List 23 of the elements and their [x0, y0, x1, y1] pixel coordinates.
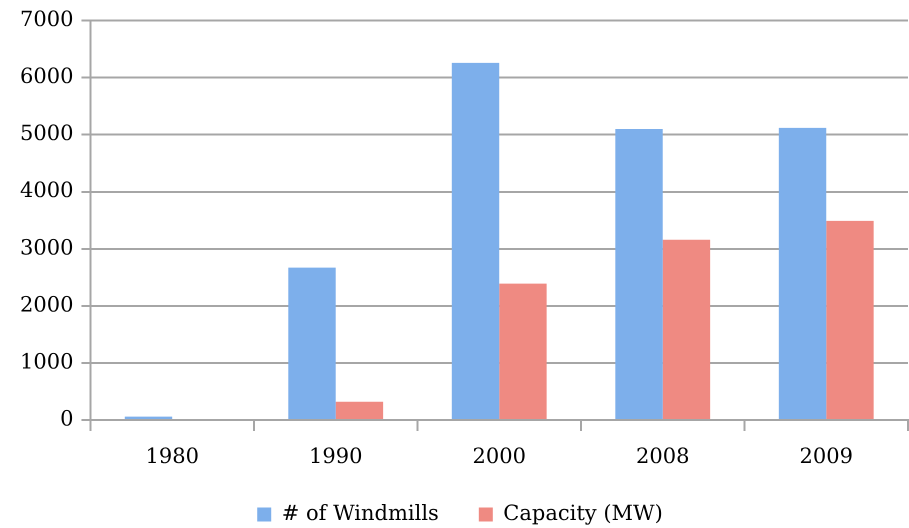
bar [826, 220, 874, 419]
x-tick-label: 2000 [472, 444, 526, 468]
x-tick-label: 2008 [636, 444, 690, 468]
bar [288, 268, 336, 419]
y-tick-label: 4000 [20, 178, 74, 202]
y-tick-label: 6000 [20, 64, 74, 88]
legend-label: # of Windmills [282, 500, 439, 525]
y-tick-label: 1000 [20, 349, 74, 374]
legend-label: Capacity (MW) [503, 500, 663, 525]
bar [778, 128, 826, 419]
bar [499, 284, 547, 419]
y-tick-label: 7000 [20, 7, 74, 32]
x-tick-label: 1990 [308, 444, 362, 468]
x-tick-label: 2009 [800, 444, 853, 468]
bar [452, 62, 500, 419]
y-tick-label: 3000 [20, 235, 74, 260]
bar [615, 129, 663, 419]
y-tick-label: 0 [60, 406, 74, 430]
y-tick-label: 2000 [20, 292, 74, 316]
x-tick-label: 1980 [145, 444, 199, 468]
bar [336, 402, 384, 419]
y-tick-label: 5000 [20, 121, 74, 146]
bar [662, 240, 710, 419]
